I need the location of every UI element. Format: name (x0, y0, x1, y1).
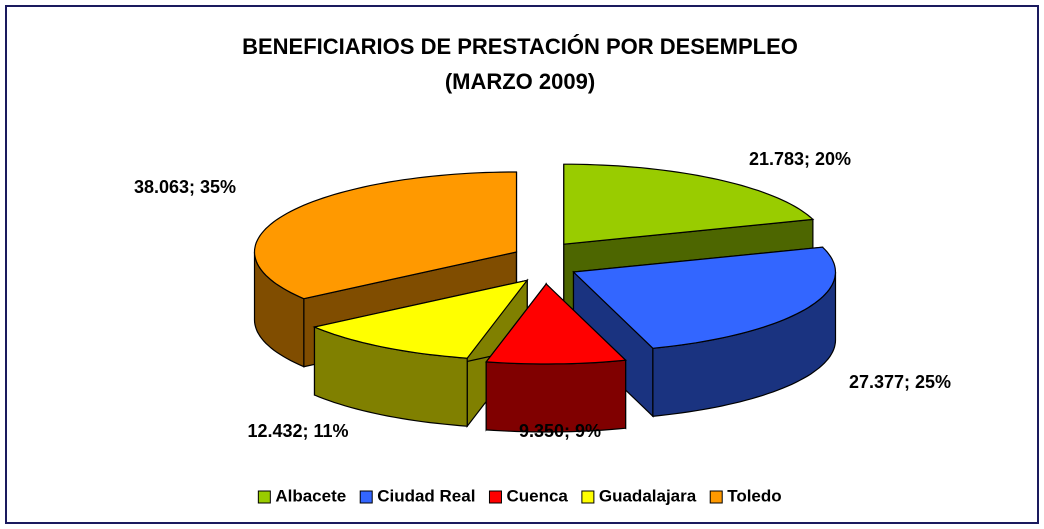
slice-top (253, 171, 518, 300)
legend-swatch (581, 490, 595, 504)
legend-swatch (359, 490, 373, 504)
data-label: 27.377; 25% (849, 372, 951, 392)
chart-frame (5, 5, 1039, 524)
legend-label: Guadalajara (599, 486, 697, 505)
data-label: 9.350; 9% (519, 421, 601, 441)
pie-slice (485, 282, 627, 433)
legend-label: Toledo (727, 486, 781, 505)
slice-top (572, 246, 837, 349)
legend-swatch (257, 490, 271, 504)
data-label: 38.063; 35% (134, 177, 236, 197)
legend-swatch (709, 490, 723, 504)
data-label: 21.783; 20% (749, 149, 851, 169)
slice-top (312, 279, 529, 359)
slice-top (563, 163, 815, 245)
legend-swatch (488, 490, 502, 504)
slice-top (485, 283, 627, 365)
legend-label: Ciudad Real (377, 486, 475, 505)
pie-slice (572, 246, 837, 418)
data-label: 12.432; 11% (247, 421, 348, 441)
chart-subtitle: (MARZO 2009) (445, 69, 595, 94)
legend-label: Albacete (275, 486, 346, 505)
legend-label: Cuenca (506, 486, 568, 505)
chart-title: BENEFICIARIOS DE PRESTACIÓN POR DESEMPLE… (242, 34, 798, 59)
